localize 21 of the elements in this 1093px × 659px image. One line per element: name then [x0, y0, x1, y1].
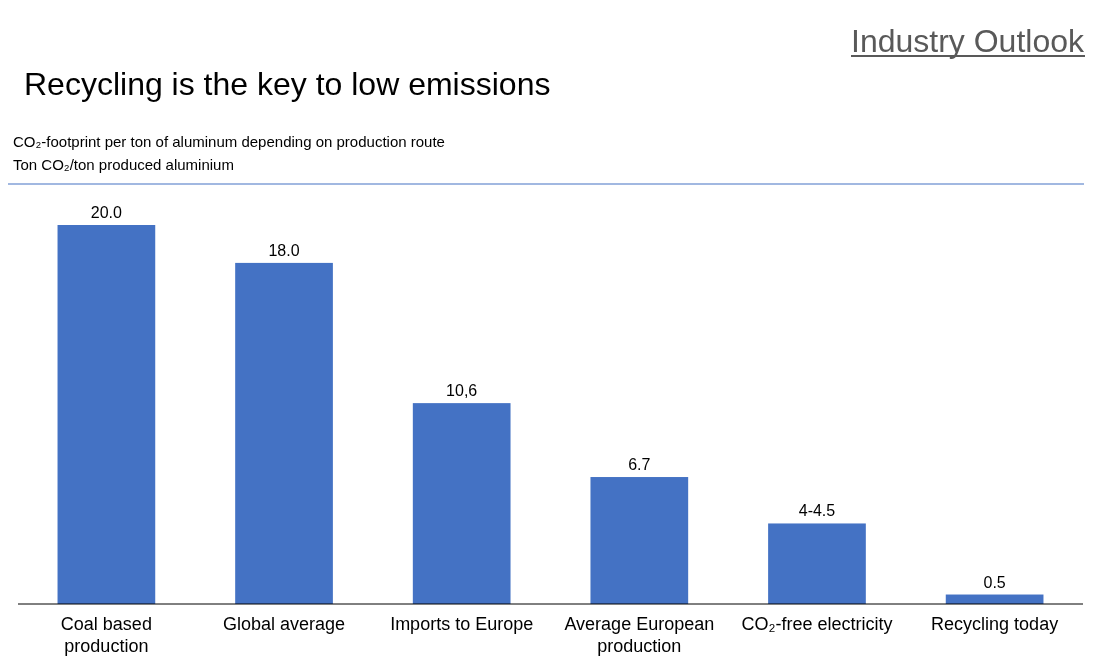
- chart-subtitle: CO₂-footprint per ton of aluminum depending on production route: [13, 133, 445, 150]
- bar: [590, 477, 689, 604]
- x-tick-label: Imports to Europe: [390, 614, 534, 634]
- chart-title: Recycling is the key to low emissions: [24, 66, 551, 102]
- data-label: 20.0: [90, 204, 123, 221]
- x-tick-label: CO₂-free electricity: [741, 614, 893, 634]
- bar: [235, 262, 333, 604]
- bar: [768, 523, 866, 604]
- x-tick-label: Coal based production: [60, 614, 152, 656]
- text: Industry Outlook: [851, 23, 1085, 59]
- data-label: 4-4.5: [798, 502, 836, 520]
- x-tick-label: Global average: [222, 614, 346, 634]
- bar: [57, 225, 156, 604]
- data-label: 0.5: [983, 573, 1006, 591]
- x-tick-label: Average European production: [564, 614, 715, 656]
- data-label: 6.7: [628, 456, 651, 474]
- x-tick-label: Recycling today: [931, 614, 1059, 634]
- y-axis-title: Ton CO₂/ton produced aluminium: [13, 156, 234, 173]
- data-label: 10,6: [446, 382, 478, 400]
- data-label: 18.0: [268, 241, 300, 259]
- bar: [412, 403, 511, 604]
